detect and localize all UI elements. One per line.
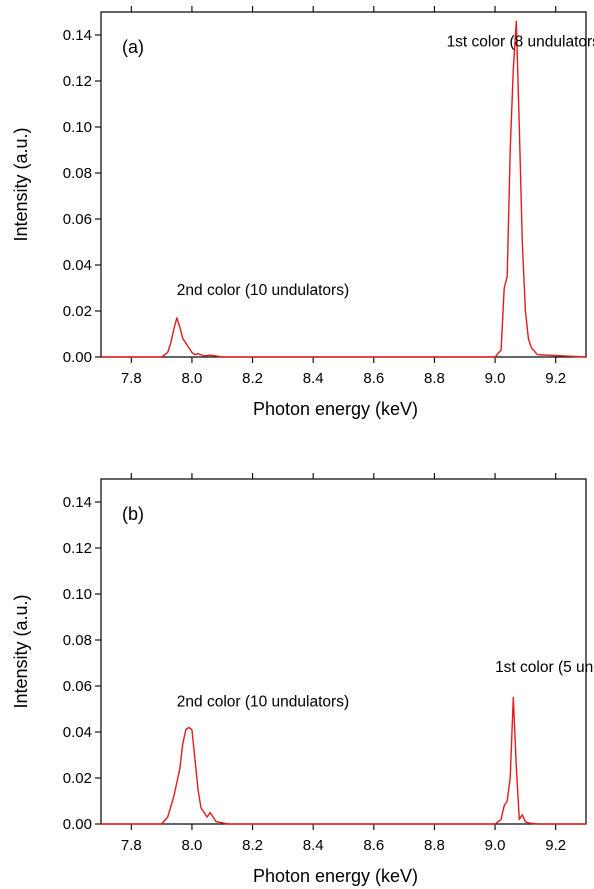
x-tick-label: 9.2	[545, 370, 566, 387]
annotation-first-color: 1st color (5 undulators)	[495, 659, 594, 676]
x-tick-label: 8.4	[303, 370, 324, 387]
ticks	[95, 473, 557, 830]
x-tick-label: 7.8	[121, 837, 142, 854]
panel-a: 7.8 8.0 8.2 8.4 8.6 8.8 9.0 9.2 0.00 0.02 0.04 0.06…	[11, 6, 594, 419]
y-tick-label: 0.12	[63, 540, 92, 557]
y-tick-label: 0.12	[63, 73, 92, 90]
y-tick-label: 0.04	[63, 724, 92, 741]
spectrum-line	[101, 20, 587, 358]
x-tick-label: 8.8	[424, 370, 445, 387]
y-tick-label: 0.02	[63, 770, 92, 787]
y-tick-label: 0.10	[63, 119, 92, 136]
panel-label: (a)	[122, 37, 144, 57]
x-tick-label: 8.8	[424, 837, 445, 854]
y-tick-label: 0.08	[63, 165, 92, 182]
panel-b: 7.8 8.0 8.2 8.4 8.6 8.8 9.0 9.2 0.00 0.02 0.04 0.06…	[11, 473, 594, 886]
y-tick-label: 0.10	[63, 586, 92, 603]
ticks	[95, 6, 557, 363]
y-tick-label: 0.06	[63, 211, 92, 228]
y-tick-label: 0.06	[63, 678, 92, 695]
y-tick-label: 0.14	[63, 27, 92, 44]
y-tick-label: 0.00	[63, 816, 92, 833]
x-tick-label: 9.0	[485, 370, 506, 387]
x-tick-label: 7.8	[121, 370, 142, 387]
y-tick-label: 0.02	[63, 303, 92, 320]
x-tick-label: 8.6	[363, 370, 384, 387]
x-tick-label: 9.2	[545, 837, 566, 854]
plot-frame	[100, 478, 587, 825]
x-tick-label: 8.2	[242, 370, 263, 387]
annotation-second-color: 2nd color (10 undulators)	[177, 694, 349, 711]
y-tick-label: 0.04	[63, 257, 92, 274]
x-tick-label: 8.4	[303, 837, 324, 854]
spectrum-line	[101, 696, 586, 825]
x-axis-title: Photon energy (keV)	[253, 866, 418, 886]
x-tick-label: 8.2	[242, 837, 263, 854]
x-axis-title: Photon energy (keV)	[253, 399, 418, 419]
x-tick-label: 8.6	[363, 837, 384, 854]
tick-labels: 7.8 8.0 8.2 8.4 8.6 8.8 9.0 9.2 0.00 0.02 0.04 0.06…	[63, 27, 566, 387]
y-tick-label: 0.14	[63, 494, 92, 511]
y-axis-title: Intensity (a.u.)	[11, 127, 31, 241]
x-tick-label: 8.0	[182, 370, 203, 387]
annotation-first-color: 1st color (8 undulators)	[447, 34, 594, 51]
y-tick-label: 0.08	[63, 632, 92, 649]
annotation-second-color: 2nd color (10 undulators)	[177, 282, 349, 299]
panel-label: (b)	[122, 504, 144, 524]
y-tick-label: 0.00	[63, 349, 92, 366]
y-axis-title: Intensity (a.u.)	[11, 594, 31, 708]
tick-labels: 7.8 8.0 8.2 8.4 8.6 8.8 9.0 9.2 0.00 0.02 0.04 0.06…	[63, 494, 566, 854]
x-tick-label: 8.0	[182, 837, 203, 854]
x-tick-label: 9.0	[485, 837, 506, 854]
